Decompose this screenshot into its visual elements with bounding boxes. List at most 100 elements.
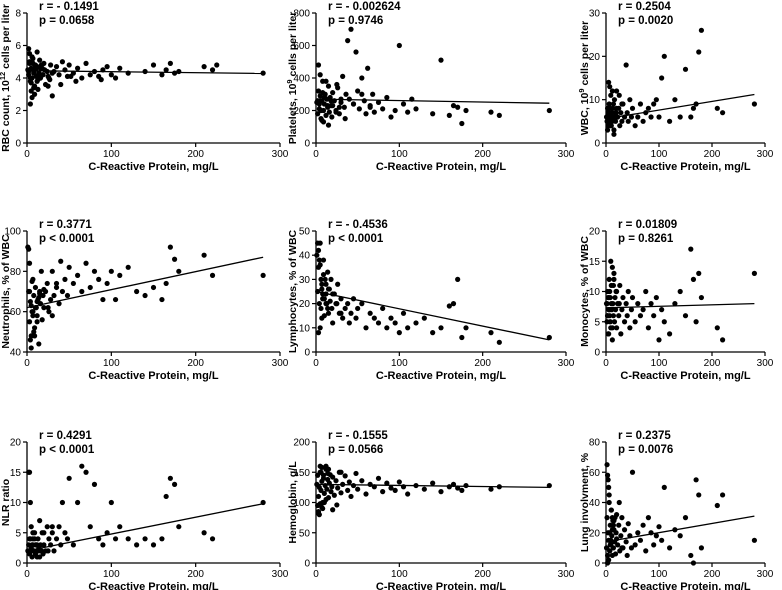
data-point: [56, 301, 62, 307]
data-point: [324, 486, 330, 492]
data-point: [321, 296, 327, 302]
chart-panel-3: 0 100 200 300 0 10 20 30 C-Reactive Protein, mg/…: [577, 1, 774, 173]
data-point: [108, 499, 114, 506]
data-point: [316, 301, 322, 307]
data-point: [384, 480, 390, 486]
data-point: [46, 309, 52, 315]
y-axis-label: Lung involvment, %: [579, 452, 591, 552]
data-point: [26, 319, 33, 325]
data-point: [611, 518, 617, 524]
x-tick-label: 100: [103, 569, 120, 580]
data-point: [325, 286, 332, 292]
data-point: [350, 101, 357, 107]
data-point: [618, 331, 624, 337]
data-point: [635, 530, 641, 536]
data-point: [614, 88, 620, 94]
data-point: [659, 307, 665, 313]
data-point: [325, 305, 331, 312]
data-point: [607, 542, 613, 548]
data-point: [624, 313, 630, 319]
data-point: [171, 481, 178, 487]
data-point: [637, 101, 644, 107]
data-point: [392, 487, 398, 493]
data-point: [388, 114, 394, 120]
data-point: [321, 490, 327, 497]
data-point: [340, 73, 346, 79]
data-point: [693, 477, 699, 483]
data-point: [380, 305, 386, 312]
data-point: [58, 258, 64, 264]
data-point: [656, 524, 662, 530]
data-point: [83, 60, 89, 66]
data-point: [201, 530, 207, 536]
x-tick-label: 300: [757, 569, 774, 580]
data-point: [438, 489, 444, 495]
data-point: [653, 97, 659, 103]
y-label-text: RBC count, 10: [0, 80, 12, 152]
data-point: [176, 524, 182, 530]
y-tick-label: 100: [293, 498, 310, 509]
data-point: [51, 548, 57, 554]
data-point: [612, 307, 619, 313]
y-label-unit: cells per liter: [579, 21, 591, 89]
data-point: [610, 101, 617, 107]
data-point: [346, 479, 352, 485]
data-point: [682, 66, 689, 72]
data-point: [104, 64, 110, 70]
data-point: [333, 109, 339, 115]
data-point: [29, 309, 35, 315]
data-point: [405, 491, 411, 497]
data-point: [367, 310, 373, 316]
data-point: [29, 59, 35, 65]
x-tick-label: 300: [757, 358, 774, 369]
data-point: [608, 301, 614, 307]
data-point: [48, 62, 54, 68]
data-point: [353, 315, 359, 321]
data-point: [496, 339, 502, 345]
y-tick-label: 5: [15, 528, 21, 539]
regression-line: [26, 256, 264, 309]
data-point: [661, 319, 667, 325]
data-point: [353, 49, 359, 55]
data-point: [28, 80, 34, 86]
data-point: [604, 515, 610, 521]
data-point: [612, 551, 619, 557]
data-point: [79, 75, 85, 81]
regression-line: [315, 98, 550, 104]
y-label-unit: cells per liter: [287, 12, 299, 80]
data-point: [640, 118, 646, 124]
data-point: [36, 548, 42, 554]
data-point: [606, 276, 612, 282]
data-point: [150, 284, 157, 291]
data-points: [314, 26, 552, 128]
data-point: [623, 539, 629, 545]
data-point: [629, 105, 636, 111]
data-point: [87, 72, 93, 78]
data-point: [696, 492, 702, 498]
data-point: [619, 545, 625, 551]
data-point: [75, 65, 81, 71]
data-point: [619, 515, 625, 521]
data-point: [53, 284, 60, 291]
data-point: [611, 97, 618, 103]
data-point: [315, 62, 322, 68]
data-point: [348, 493, 354, 500]
data-point: [341, 104, 347, 110]
data-point: [348, 310, 354, 316]
data-point: [605, 477, 611, 483]
data-point: [546, 334, 552, 341]
x-tick-label: 200: [704, 358, 721, 369]
data-point: [315, 111, 321, 117]
data-point: [214, 62, 220, 68]
data-point: [318, 487, 324, 493]
data-point: [607, 84, 613, 90]
data-point: [672, 97, 678, 103]
data-point: [459, 120, 465, 127]
data-point: [355, 305, 361, 312]
data-point: [142, 536, 148, 542]
data-point: [36, 341, 42, 347]
data-points: [603, 246, 758, 343]
x-axis-label: C-Reactive Protein, mg/L: [376, 370, 506, 382]
data-point: [388, 315, 394, 321]
data-point: [209, 67, 216, 73]
